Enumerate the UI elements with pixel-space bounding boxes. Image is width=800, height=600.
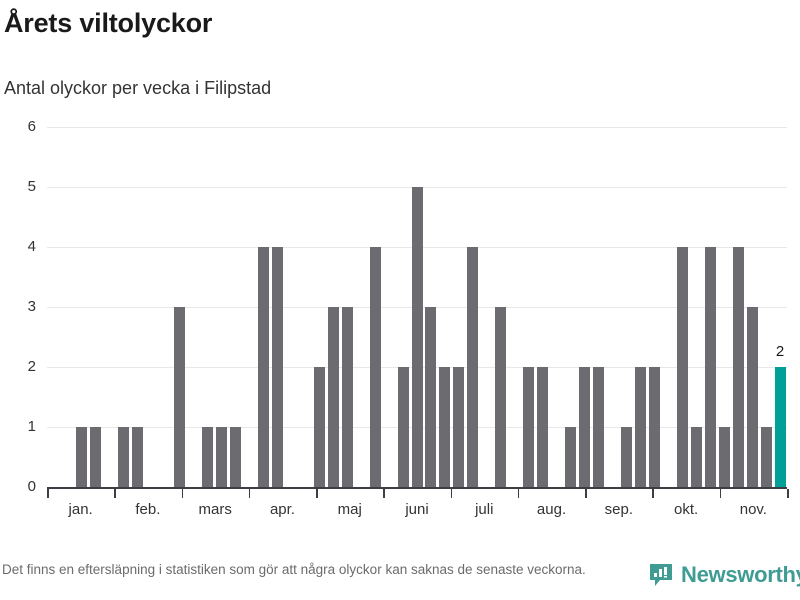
x-axis-tick [652, 489, 654, 498]
x-axis-tick [517, 489, 520, 498]
y-axis-tick-label: 0 [27, 478, 36, 495]
x-axis-month-label: okt. [673, 501, 699, 518]
bar-highlighted[interactable] [774, 367, 786, 487]
bar[interactable] [411, 187, 423, 487]
bar[interactable] [634, 367, 646, 487]
bar[interactable] [369, 247, 381, 487]
x-axis-month-label: nov. [739, 501, 767, 518]
x-axis-tick [719, 489, 722, 498]
bar[interactable] [746, 307, 758, 487]
x-axis-line [47, 487, 787, 489]
bar[interactable] [760, 427, 772, 487]
bar[interactable] [565, 427, 577, 487]
x-axis-tick [316, 489, 318, 498]
x-axis-month-label: juni [405, 501, 429, 518]
x-axis-tick [585, 489, 587, 498]
bar[interactable] [593, 367, 604, 487]
bar[interactable] [690, 427, 702, 487]
bar[interactable] [397, 367, 409, 487]
bar[interactable] [453, 367, 465, 487]
bar[interactable] [327, 307, 339, 487]
bar[interactable] [271, 247, 283, 487]
bar[interactable] [467, 247, 479, 487]
bar[interactable] [676, 247, 688, 487]
bar[interactable] [341, 307, 353, 487]
bar[interactable] [495, 307, 507, 487]
newsworthy-logo: Newsworthy [648, 562, 800, 588]
y-axis-tick-label: 5 [27, 178, 36, 195]
x-axis-month-label: juli [475, 501, 494, 518]
bar[interactable] [202, 427, 214, 487]
bar[interactable] [229, 427, 241, 487]
bar[interactable] [90, 427, 102, 487]
bar[interactable] [579, 367, 591, 487]
y-axis-tick-label: 1 [27, 418, 36, 435]
x-axis-month-label: feb. [135, 501, 161, 518]
y-axis-tick-label: 6 [27, 118, 36, 135]
bar[interactable] [132, 427, 144, 487]
x-axis-month-label: mars [198, 501, 232, 518]
x-axis-tick [181, 489, 184, 498]
plot-area [47, 127, 787, 487]
bar[interactable] [523, 367, 535, 487]
bar-chart-speech-bubble-icon [648, 562, 674, 588]
bar-chart: 0 1 2 3 4 5 6 2 jan. feb. mars apr. maj juni juli aug. s… [0, 115, 800, 535]
bar[interactable] [174, 307, 186, 487]
x-axis-month-label: aug. [536, 501, 567, 518]
x-axis-tick [114, 489, 116, 498]
bar[interactable] [76, 427, 88, 487]
bar[interactable] [704, 247, 716, 487]
bar[interactable] [732, 247, 744, 487]
x-axis-tick [47, 489, 49, 498]
bar[interactable] [257, 247, 269, 487]
bar[interactable] [620, 427, 632, 487]
bar[interactable] [718, 427, 730, 487]
x-axis-tick [450, 489, 453, 498]
bar[interactable] [648, 367, 660, 487]
footnote: Det finns en eftersläpning i statistiken… [2, 562, 586, 577]
bar-value-label: 2 [775, 343, 785, 360]
x-axis-tick [248, 489, 251, 498]
x-axis-month-label: jan. [68, 501, 93, 518]
bar[interactable] [425, 307, 437, 487]
x-axis-month-label: sep. [604, 501, 633, 518]
x-axis-tick [383, 489, 385, 498]
gridline [47, 127, 787, 128]
bar[interactable] [118, 427, 130, 487]
bar[interactable] [216, 427, 228, 487]
x-axis-month-label: apr. [269, 501, 295, 518]
x-axis-tick [787, 489, 789, 498]
bar[interactable] [537, 367, 549, 487]
y-axis-tick-label: 2 [27, 358, 36, 375]
x-axis-month-label: maj [337, 501, 362, 518]
bar[interactable] [313, 367, 325, 487]
y-axis-tick-label: 4 [27, 238, 36, 255]
page-subtitle: Antal olyckor per vecka i Filipstad [4, 78, 272, 98]
logo-wordmark: Newsworthy [681, 562, 800, 587]
bar[interactable] [439, 367, 451, 487]
y-axis-tick-label: 3 [27, 298, 36, 315]
page-title: Årets viltolyckor [4, 8, 213, 38]
